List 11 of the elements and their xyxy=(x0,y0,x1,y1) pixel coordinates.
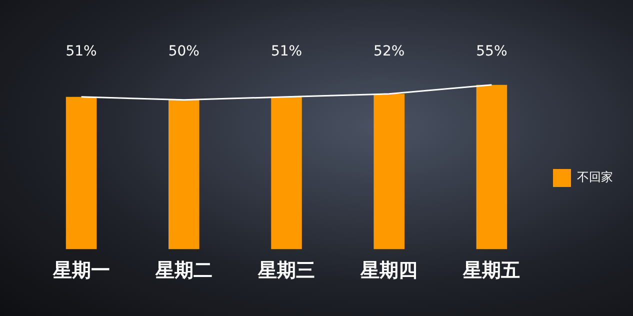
x-tick-label: 星期四 xyxy=(360,260,418,282)
data-label: 55% xyxy=(476,44,508,60)
x-tick-label: 星期二 xyxy=(154,260,212,282)
x-tick-label: 星期五 xyxy=(462,260,520,282)
data-label: 51% xyxy=(66,44,97,60)
legend-label: 不回家 xyxy=(577,170,613,184)
x-tick-label: 星期三 xyxy=(257,260,315,282)
data-label: 50% xyxy=(168,44,200,60)
x-tick-label: 星期一 xyxy=(52,260,110,282)
data-label: 51% xyxy=(270,44,302,60)
data-label: 52% xyxy=(374,44,405,60)
